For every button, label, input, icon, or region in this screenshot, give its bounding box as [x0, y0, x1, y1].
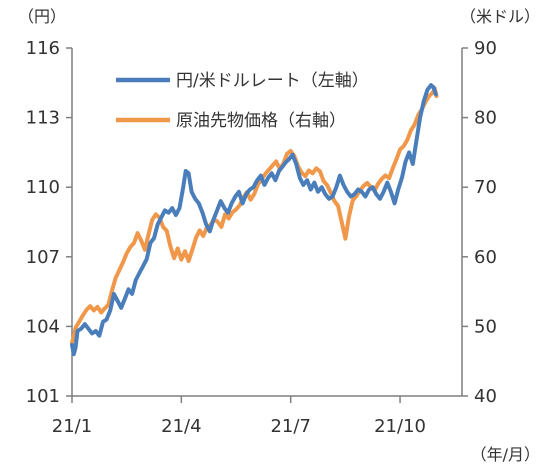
x-tick-label: 21/10 — [374, 416, 426, 437]
y-left-tick-label: 104 — [26, 316, 60, 337]
labels-layer: 101 104 107 110 113 116 40 50 60 70 80 90 21/1 21/4 21… — [18, 7, 540, 464]
series-line-usd-jpy — [70, 83, 438, 357]
legend-label: 円/米ドルレート（左軸） — [176, 71, 369, 91]
x-tick-label: 21/7 — [270, 416, 310, 437]
x-unit-label: （年/月） — [471, 445, 540, 464]
y-right-tick-label: 40 — [474, 386, 497, 407]
y-left-tick-label: 116 — [26, 38, 60, 59]
y-left-unit-label: （円） — [18, 7, 66, 26]
legend: 円/米ドルレート（左軸） 原油先物価格（右軸） — [116, 71, 369, 131]
y-right-tick-label: 60 — [474, 247, 497, 268]
y-left-tick-label: 110 — [26, 177, 60, 198]
series-line-crude-oil — [70, 86, 439, 346]
y-right-unit-label: （米ドル） — [460, 7, 540, 26]
series-layer — [70, 83, 439, 357]
legend-label: 原油先物価格（右軸） — [176, 111, 346, 131]
y-left-tick-label: 113 — [26, 108, 60, 129]
y-right-tick-label: 50 — [474, 316, 497, 337]
y-right-tick-label: 80 — [474, 108, 497, 129]
y-left-tick-label: 101 — [26, 386, 60, 407]
y-right-tick-label: 90 — [474, 38, 497, 59]
y-right-tick-label: 70 — [474, 177, 497, 198]
x-tick-label: 21/1 — [52, 416, 92, 437]
x-tick-label: 21/4 — [161, 416, 201, 437]
axes-layer — [66, 47, 468, 403]
y-left-tick-label: 107 — [26, 247, 60, 268]
